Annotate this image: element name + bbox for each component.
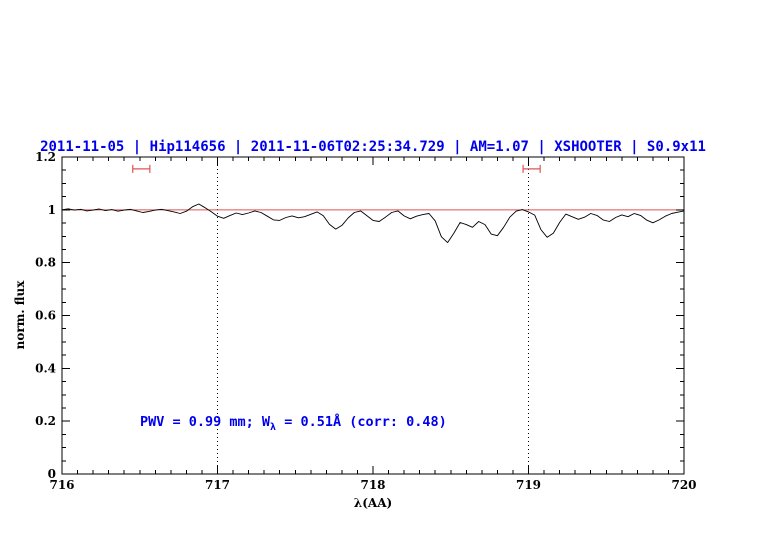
y-axis-label: norm. flux — [13, 280, 27, 350]
x-tick-label: 717 — [205, 478, 230, 492]
x-tick-label: 720 — [671, 478, 696, 492]
annotation-subscript: λ — [270, 422, 276, 433]
plot-title: 2011-11-05 | Hip114656 | 2011-11-06T02:2… — [40, 139, 706, 155]
plot-layers: 716 717 718 719 720 0 0.2 0.4 0.6 0.8 1 1.2 — [35, 150, 696, 492]
x-tick-label: 719 — [516, 478, 541, 492]
ew-interval-marker — [522, 164, 541, 173]
y-tick-label: 0.4 — [35, 361, 56, 375]
y-tick-label: 0 — [48, 467, 56, 481]
y-tick-label: 0.6 — [35, 309, 56, 323]
x-tick-label: 716 — [49, 478, 74, 492]
spectrum-line — [61, 203, 685, 244]
y-tick-label: 0.8 — [35, 256, 56, 270]
x-axis-label: λ(AA) — [354, 496, 392, 510]
pwv-annotation: PWV = 0.99 mm; Wλ = 0.51Å (corr: 0.48) — [140, 413, 447, 433]
x-tick-label: 718 — [360, 478, 385, 492]
ew-interval-marker — [132, 164, 151, 173]
y-tick-label: 1.2 — [35, 150, 56, 164]
annotation-suffix: = 0.51Å (corr: 0.48) — [276, 413, 447, 430]
y-tick-label: 0.2 — [35, 414, 56, 428]
y-tick-label: 1 — [48, 203, 56, 217]
annotation-prefix: PWV = 0.99 mm; W — [140, 414, 271, 430]
